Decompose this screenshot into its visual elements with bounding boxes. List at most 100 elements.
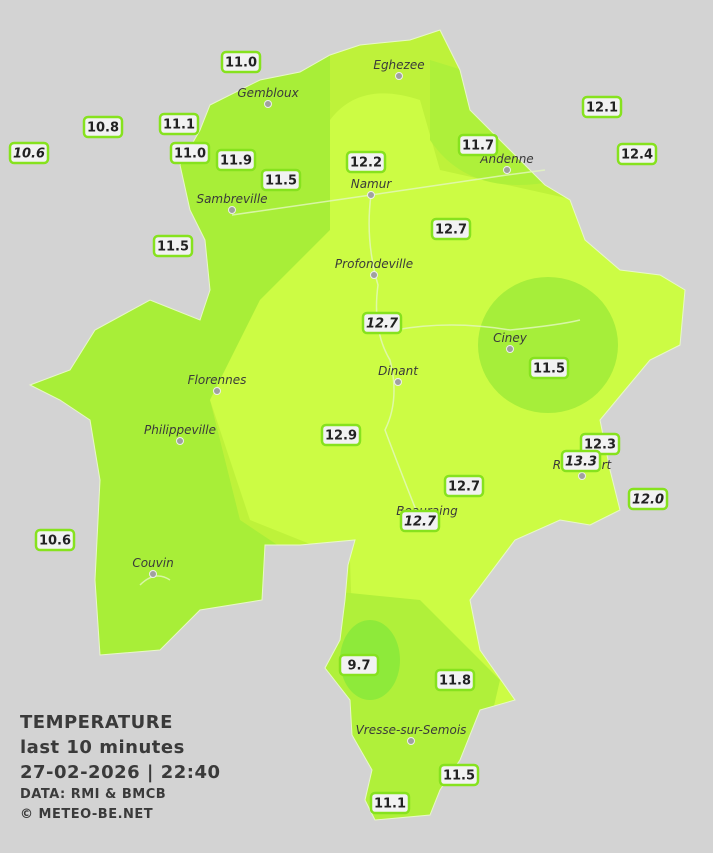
station-value: 11.7 xyxy=(462,139,494,154)
station-value: 11.1 xyxy=(374,797,406,812)
station: 10.6 xyxy=(8,141,50,165)
station: 13.3 xyxy=(560,449,602,473)
station: 12.7 xyxy=(443,474,485,498)
station: 10.6 xyxy=(34,528,76,552)
station-value: 12.1 xyxy=(586,101,618,116)
station-value: 12.4 xyxy=(621,148,653,163)
station-box xyxy=(82,115,124,139)
town-dot xyxy=(394,378,402,386)
town-name: Ciney xyxy=(493,331,528,345)
station-value: 11.5 xyxy=(265,174,297,189)
station-box xyxy=(627,487,669,511)
station-value: 12.7 xyxy=(366,317,399,332)
station-value: 12.0 xyxy=(632,493,664,508)
station-box xyxy=(560,449,602,473)
town-dot xyxy=(264,100,272,108)
town-dot xyxy=(176,437,184,445)
station: 11.7 xyxy=(457,133,499,157)
legend-copyright: © METEO-BE.NET xyxy=(20,807,154,822)
station-value: 11.1 xyxy=(163,118,195,133)
legend-datetime: 27-02-2026 | 22:40 xyxy=(20,762,221,783)
station-box xyxy=(215,148,257,172)
legend-title: TEMPERATURE xyxy=(20,712,173,733)
station-box xyxy=(8,141,50,165)
station-box xyxy=(260,168,302,192)
stations: 11.0 10.8 11.1 10.6 11.0 11.9 11.5 12.2 11.7 12.1… xyxy=(8,50,669,815)
legend: TEMPERATURE last 10 minutes 27-02-2026 |… xyxy=(20,710,221,825)
town-name: Dinant xyxy=(378,364,419,378)
station-value: 12.3 xyxy=(584,438,616,453)
station-value: 10.8 xyxy=(87,121,119,136)
town-name: Vresse-sur-Semois xyxy=(356,723,467,737)
station-box xyxy=(320,423,362,447)
station-box xyxy=(434,668,476,692)
station: 12.7 xyxy=(430,217,472,241)
station-value: 13.3 xyxy=(565,455,597,470)
station: 10.8 xyxy=(82,115,124,139)
station-box xyxy=(581,95,623,119)
station-box xyxy=(158,112,200,136)
station-box xyxy=(616,142,658,166)
station-value: 11.8 xyxy=(439,674,471,689)
station: 11.5 xyxy=(152,234,194,258)
town-dot xyxy=(367,191,375,199)
station: 12.3 xyxy=(579,432,621,456)
town-name: Namur xyxy=(351,177,393,191)
station: 11.8 xyxy=(434,668,476,692)
town-dot xyxy=(578,472,586,480)
station-box xyxy=(152,234,194,258)
station-value: 10.6 xyxy=(13,147,45,162)
station: 11.5 xyxy=(528,356,570,380)
station-box xyxy=(345,150,387,174)
town-name: Eghezee xyxy=(373,58,424,72)
station: 11.1 xyxy=(158,112,200,136)
station-value: 11.0 xyxy=(225,56,257,71)
station: 11.0 xyxy=(220,50,262,74)
town-name: Profondeville xyxy=(335,257,413,271)
station-value: 11.5 xyxy=(533,362,565,377)
province-outline xyxy=(28,29,686,821)
station: 12.1 xyxy=(581,95,623,119)
town-name: Florennes xyxy=(188,373,247,387)
station-value: 12.9 xyxy=(325,429,357,444)
town-dot xyxy=(503,166,511,174)
station-box xyxy=(528,356,570,380)
station: 11.0 xyxy=(169,141,211,165)
town-dot xyxy=(407,737,415,745)
town-name: Gembloux xyxy=(237,86,299,100)
station-box xyxy=(34,528,76,552)
town-name: Philippeville xyxy=(144,423,216,437)
town-name: Sambreville xyxy=(196,192,267,206)
station: 9.7 xyxy=(338,653,380,677)
station-value: 9.7 xyxy=(347,659,370,674)
town-dot xyxy=(213,387,221,395)
station-box xyxy=(220,50,262,74)
station-value: 11.9 xyxy=(220,154,252,169)
station: 12.2 xyxy=(345,150,387,174)
legend-subtitle: last 10 minutes xyxy=(20,737,185,758)
station-box xyxy=(443,474,485,498)
station: 12.0 xyxy=(627,487,669,511)
station: 12.7 xyxy=(399,509,441,533)
town-dot xyxy=(506,345,514,353)
station-value: 11.5 xyxy=(157,240,189,255)
town-dot xyxy=(370,271,378,279)
station-box xyxy=(438,763,480,787)
town-dot xyxy=(228,206,236,214)
station: 12.9 xyxy=(320,423,362,447)
station-value: 12.7 xyxy=(404,515,437,530)
station-box xyxy=(399,509,441,533)
station-value: 11.0 xyxy=(174,147,206,162)
station-box xyxy=(361,311,403,335)
station-value: 11.5 xyxy=(443,769,475,784)
station-value: 12.2 xyxy=(350,156,382,171)
station-value: 10.6 xyxy=(39,534,71,549)
town-dot xyxy=(395,72,403,80)
station-box xyxy=(338,653,380,677)
town-dot xyxy=(149,570,157,578)
station: 11.9 xyxy=(215,148,257,172)
station-value: 12.7 xyxy=(435,223,467,238)
station-box xyxy=(369,791,411,815)
